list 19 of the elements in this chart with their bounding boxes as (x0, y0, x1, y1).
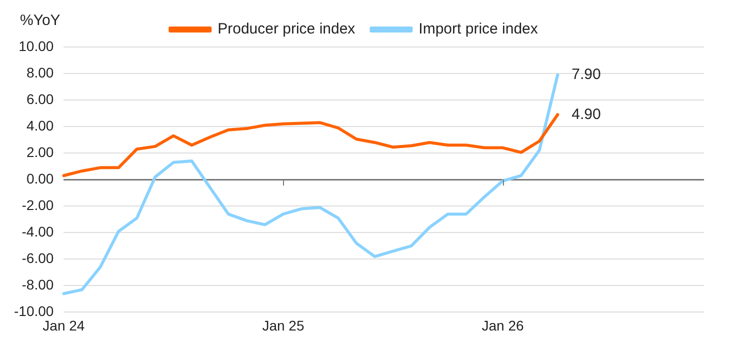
x-tick-label: Jan 24 (42, 317, 85, 334)
y-axis-title: %YoY (20, 12, 60, 29)
y-tick-label: -10.00 (14, 303, 54, 320)
y-tick-label: -8.00 (22, 276, 54, 293)
legend-label: Import price index (418, 20, 538, 38)
y-tick-label: -4.00 (22, 224, 54, 240)
y-tick-label: 4.00 (26, 117, 54, 134)
data-label: 4.90 (572, 106, 601, 123)
y-tick-label: 2.00 (26, 144, 54, 160)
data-label: 7.90 (572, 66, 601, 83)
y-tick-label: -2.00 (22, 196, 54, 213)
y-tick-label: 10.00 (18, 38, 54, 54)
y-tick-label: -6.00 (22, 250, 54, 266)
x-tick-label: Jan 26 (482, 317, 524, 334)
legend-label: Producer price index (218, 20, 356, 38)
y-tick-label: 8.00 (26, 64, 54, 80)
x-tick-label: Jan 25 (262, 317, 304, 334)
y-tick-label: 0.00 (26, 170, 54, 186)
y-tick-label: 6.00 (26, 90, 54, 107)
